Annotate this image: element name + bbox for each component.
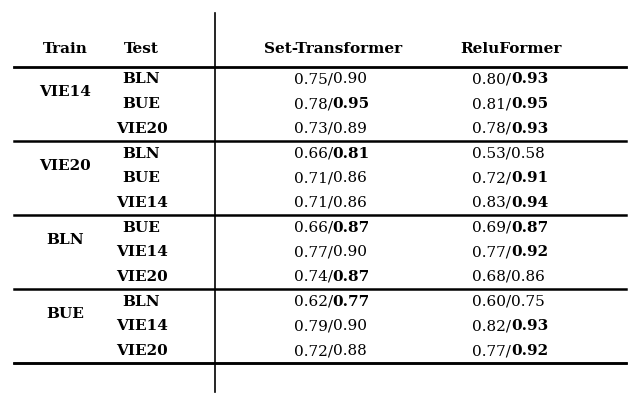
Text: 0.53/: 0.53/ bbox=[472, 146, 511, 160]
Text: 0.77: 0.77 bbox=[333, 295, 370, 309]
Text: 0.77/: 0.77/ bbox=[472, 245, 511, 259]
Text: 0.86: 0.86 bbox=[333, 196, 367, 210]
Text: 0.90: 0.90 bbox=[333, 73, 367, 87]
Text: 0.90: 0.90 bbox=[333, 245, 367, 259]
Text: 0.92: 0.92 bbox=[511, 344, 548, 358]
Text: VIE14: VIE14 bbox=[116, 245, 168, 259]
Text: VIE20: VIE20 bbox=[116, 122, 168, 136]
Text: 0.89: 0.89 bbox=[333, 122, 367, 136]
Text: BLN: BLN bbox=[46, 233, 84, 247]
Text: 0.91: 0.91 bbox=[511, 171, 548, 185]
Text: 0.77/: 0.77/ bbox=[472, 344, 511, 358]
Text: 0.77/: 0.77/ bbox=[294, 245, 333, 259]
Text: VIE14: VIE14 bbox=[116, 319, 168, 333]
Text: 0.93: 0.93 bbox=[511, 319, 548, 333]
Text: 0.75: 0.75 bbox=[511, 295, 545, 309]
Text: 0.83/: 0.83/ bbox=[472, 196, 511, 210]
Text: 0.58: 0.58 bbox=[511, 146, 545, 160]
Text: ReluFormer: ReluFormer bbox=[460, 42, 562, 56]
Text: 0.93: 0.93 bbox=[511, 122, 548, 136]
Text: Train: Train bbox=[43, 42, 88, 56]
Text: BLN: BLN bbox=[123, 73, 161, 87]
Text: 0.87: 0.87 bbox=[511, 221, 548, 235]
Text: 0.86: 0.86 bbox=[511, 270, 545, 284]
Text: 0.87: 0.87 bbox=[333, 270, 370, 284]
Text: 0.75/: 0.75/ bbox=[294, 73, 333, 87]
Text: VIE20: VIE20 bbox=[116, 270, 168, 284]
Text: BLN: BLN bbox=[123, 146, 161, 160]
Text: 0.88: 0.88 bbox=[333, 344, 367, 358]
Text: 0.69/: 0.69/ bbox=[472, 221, 511, 235]
Text: BUE: BUE bbox=[46, 307, 84, 321]
Text: 0.81/: 0.81/ bbox=[472, 97, 511, 111]
Text: 0.79/: 0.79/ bbox=[294, 319, 333, 333]
Text: 0.62/: 0.62/ bbox=[294, 295, 333, 309]
Text: 0.72/: 0.72/ bbox=[472, 171, 511, 185]
Text: 0.60/: 0.60/ bbox=[472, 295, 511, 309]
Text: 0.82/: 0.82/ bbox=[472, 319, 511, 333]
Text: 0.66/: 0.66/ bbox=[294, 146, 333, 160]
Text: 0.74/: 0.74/ bbox=[294, 270, 333, 284]
Text: 0.80/: 0.80/ bbox=[472, 73, 511, 87]
Text: 0.71/: 0.71/ bbox=[294, 196, 333, 210]
Text: BUE: BUE bbox=[123, 97, 161, 111]
Text: 0.73/: 0.73/ bbox=[294, 122, 333, 136]
Text: VIE20: VIE20 bbox=[116, 344, 168, 358]
Text: VIE14: VIE14 bbox=[39, 85, 91, 99]
Text: BLN: BLN bbox=[123, 295, 161, 309]
Text: 0.86: 0.86 bbox=[333, 171, 367, 185]
Text: BUE: BUE bbox=[123, 221, 161, 235]
Text: 0.87: 0.87 bbox=[333, 221, 370, 235]
Text: 0.92: 0.92 bbox=[511, 245, 548, 259]
Text: 0.90: 0.90 bbox=[333, 319, 367, 333]
Text: Test: Test bbox=[124, 42, 159, 56]
Text: Set-Transformer: Set-Transformer bbox=[264, 42, 402, 56]
Text: 0.95: 0.95 bbox=[511, 97, 548, 111]
Text: 0.72/: 0.72/ bbox=[294, 344, 333, 358]
Text: 0.78/: 0.78/ bbox=[472, 122, 511, 136]
Text: VIE14: VIE14 bbox=[116, 196, 168, 210]
Text: 0.93: 0.93 bbox=[511, 73, 548, 87]
Text: BUE: BUE bbox=[123, 171, 161, 185]
Text: 0.66/: 0.66/ bbox=[294, 221, 333, 235]
Text: 0.94: 0.94 bbox=[511, 196, 548, 210]
Text: VIE20: VIE20 bbox=[39, 159, 91, 173]
Text: 0.81: 0.81 bbox=[333, 146, 370, 160]
Text: 0.68/: 0.68/ bbox=[472, 270, 511, 284]
Text: 0.78/: 0.78/ bbox=[294, 97, 333, 111]
Text: 0.95: 0.95 bbox=[333, 97, 370, 111]
Text: 0.71/: 0.71/ bbox=[294, 171, 333, 185]
